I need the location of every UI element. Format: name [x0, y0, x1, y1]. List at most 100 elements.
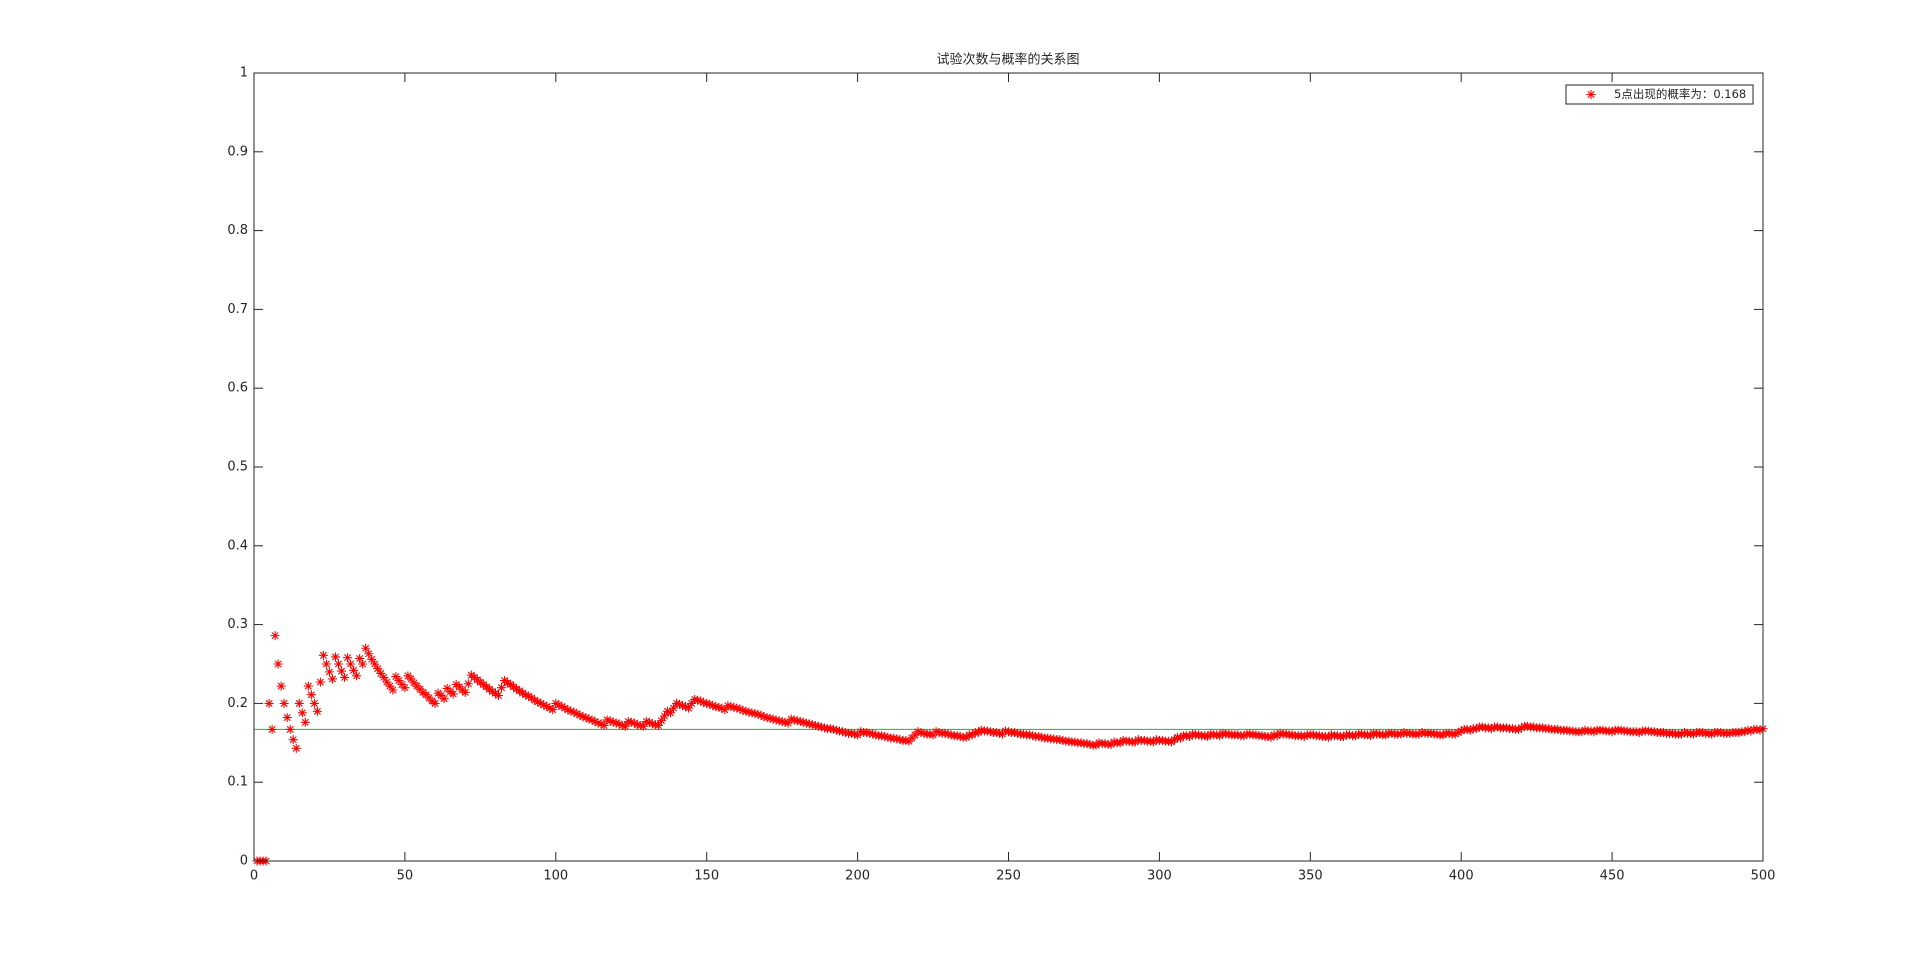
data-point [327, 674, 337, 684]
data-point [608, 717, 618, 727]
data-point [1049, 734, 1059, 744]
data-point [702, 698, 712, 708]
data-point [617, 720, 627, 730]
data-point [1332, 731, 1342, 741]
data-point [623, 717, 633, 727]
data-point [1269, 730, 1279, 740]
data-point [1224, 729, 1234, 739]
data-point [1649, 727, 1659, 737]
chart-title: 试验次数与概率的关系图 [936, 52, 1079, 68]
y-tick-label: 0.2 [227, 696, 248, 711]
data-point [1013, 728, 1023, 738]
data-point [367, 654, 377, 664]
data-point [644, 717, 654, 727]
data-point [282, 713, 292, 723]
data-point [1043, 733, 1053, 743]
data-point [1058, 735, 1068, 745]
data-point [530, 695, 540, 705]
data-point [1396, 729, 1406, 739]
data-point [340, 672, 350, 682]
data-point [678, 701, 688, 711]
data-point [584, 714, 594, 724]
data-point [1752, 724, 1762, 734]
data-point [270, 631, 280, 641]
data-point [1508, 724, 1518, 734]
data-point [795, 717, 805, 727]
data-point [735, 704, 745, 714]
data-point [1000, 726, 1010, 736]
data-point [1453, 728, 1463, 738]
data-point [1326, 730, 1336, 740]
data-point [1553, 724, 1563, 734]
data-point [825, 724, 835, 734]
data-point [768, 714, 778, 724]
data-point [391, 672, 401, 682]
x-tick-label: 450 [1600, 869, 1625, 884]
data-point [581, 713, 591, 723]
data-point [913, 727, 923, 737]
data-point [330, 652, 340, 662]
data-point [916, 728, 926, 738]
data-point [798, 717, 808, 727]
data-point [1450, 729, 1460, 739]
data-point [1523, 721, 1533, 731]
data-point [1239, 731, 1249, 741]
data-point [850, 729, 860, 739]
x-tick-label: 350 [1298, 869, 1323, 884]
data-point [1529, 722, 1539, 732]
data-point [1414, 729, 1424, 739]
data-point [813, 721, 823, 731]
data-point [1517, 723, 1527, 733]
data-point [620, 721, 630, 731]
data-point [765, 713, 775, 723]
data-point [1686, 728, 1696, 738]
data-point [400, 683, 410, 693]
data-point [838, 727, 848, 737]
data-point [647, 719, 657, 729]
data-point [560, 703, 570, 713]
data-point [1055, 735, 1065, 745]
data-point [518, 688, 528, 698]
data-point [632, 720, 642, 730]
data-point [548, 705, 558, 715]
data-point [542, 702, 552, 712]
y-tick-label: 0.1 [227, 775, 248, 790]
data-point [828, 724, 838, 734]
data-point [708, 701, 718, 711]
data-point [1477, 722, 1487, 732]
data-point [463, 679, 473, 689]
data-point [892, 734, 902, 744]
data-point [1124, 736, 1134, 746]
data-point [1263, 731, 1273, 741]
data-point [1357, 729, 1367, 739]
data-point [801, 718, 811, 728]
data-point [943, 729, 953, 739]
data-point [578, 712, 588, 722]
data-point [1514, 724, 1524, 734]
data-point [1667, 728, 1677, 738]
data-point [723, 701, 733, 711]
data-point [810, 720, 820, 730]
data-point [1444, 728, 1454, 738]
data-point [665, 708, 675, 718]
data-point [1734, 728, 1744, 738]
data-point [955, 731, 965, 741]
data-point [297, 708, 307, 718]
data-point [1462, 724, 1472, 734]
data-point [1740, 727, 1750, 737]
data-point [662, 706, 672, 716]
data-point [1010, 728, 1020, 738]
data-point [448, 689, 458, 699]
data-point [841, 728, 851, 738]
data-point [717, 703, 727, 713]
data-point [439, 694, 449, 704]
data-point [590, 717, 600, 727]
data-point [572, 709, 582, 719]
data-point [684, 703, 694, 713]
data-point [991, 728, 1001, 738]
data-point [1004, 727, 1013, 737]
data-point [370, 659, 380, 669]
data-point [575, 710, 585, 720]
data-point [1486, 724, 1496, 734]
